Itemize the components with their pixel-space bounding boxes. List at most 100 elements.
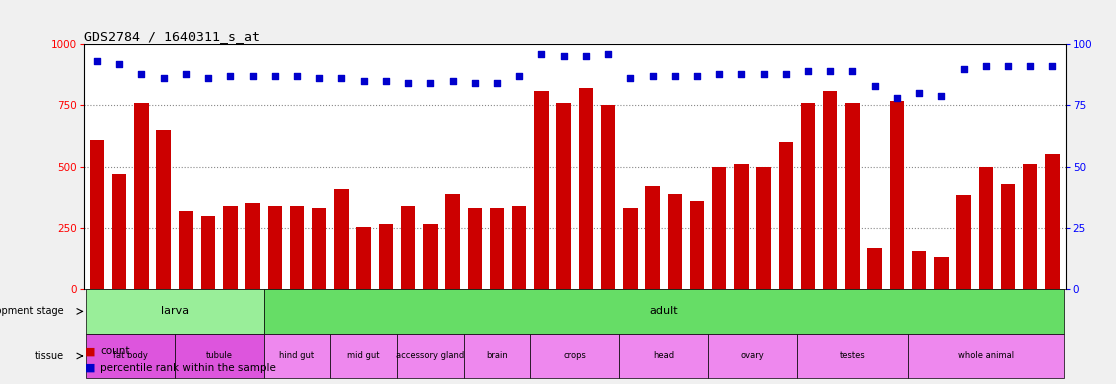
Bar bbox=[708, 334, 797, 378]
Bar bbox=[801, 103, 816, 289]
Text: fat body: fat body bbox=[113, 351, 147, 361]
Text: tissue: tissue bbox=[35, 351, 64, 361]
Bar bbox=[378, 224, 393, 289]
Bar bbox=[979, 167, 993, 289]
Text: ■: ■ bbox=[85, 363, 95, 373]
Bar bbox=[112, 174, 126, 289]
Bar bbox=[690, 201, 704, 289]
Point bbox=[710, 71, 728, 77]
Point bbox=[333, 75, 350, 81]
Bar bbox=[757, 167, 771, 289]
Bar bbox=[330, 334, 397, 378]
Point bbox=[911, 90, 929, 96]
Bar bbox=[263, 334, 330, 378]
Point bbox=[1021, 63, 1039, 69]
Bar bbox=[712, 167, 727, 289]
Bar bbox=[134, 103, 148, 289]
Bar bbox=[246, 204, 260, 289]
Point bbox=[510, 73, 528, 79]
Point bbox=[976, 63, 994, 69]
Bar bbox=[201, 216, 215, 289]
Text: tubule: tubule bbox=[205, 351, 233, 361]
Bar bbox=[89, 140, 104, 289]
Bar bbox=[334, 189, 348, 289]
Point bbox=[666, 73, 684, 79]
Point bbox=[866, 83, 884, 89]
Point bbox=[999, 63, 1017, 69]
Point bbox=[443, 78, 461, 84]
Bar bbox=[156, 130, 171, 289]
Bar bbox=[578, 88, 593, 289]
Point bbox=[599, 51, 617, 57]
Text: testes: testes bbox=[839, 351, 865, 361]
Point bbox=[821, 68, 839, 74]
Bar bbox=[468, 208, 482, 289]
Bar bbox=[356, 227, 371, 289]
Point bbox=[488, 80, 506, 86]
Point bbox=[155, 75, 173, 81]
Bar bbox=[557, 103, 571, 289]
Point bbox=[177, 71, 195, 77]
Point bbox=[799, 68, 817, 74]
Point bbox=[777, 71, 795, 77]
Bar bbox=[397, 334, 463, 378]
Text: larva: larva bbox=[161, 306, 189, 316]
Bar bbox=[530, 334, 619, 378]
Bar bbox=[1023, 164, 1038, 289]
Bar bbox=[490, 208, 504, 289]
Text: GDS2784 / 1640311_s_at: GDS2784 / 1640311_s_at bbox=[84, 30, 260, 43]
Bar bbox=[263, 289, 1064, 334]
Bar bbox=[619, 334, 708, 378]
Text: whole animal: whole animal bbox=[958, 351, 1013, 361]
Bar bbox=[867, 248, 882, 289]
Point bbox=[622, 75, 639, 81]
Point bbox=[243, 73, 261, 79]
Point bbox=[933, 93, 951, 99]
Point bbox=[199, 75, 217, 81]
Text: head: head bbox=[653, 351, 674, 361]
Bar bbox=[175, 334, 263, 378]
Bar bbox=[86, 334, 175, 378]
Bar bbox=[822, 91, 837, 289]
Text: ovary: ovary bbox=[741, 351, 764, 361]
Text: hind gut: hind gut bbox=[279, 351, 315, 361]
Point bbox=[844, 68, 862, 74]
Bar bbox=[600, 105, 615, 289]
Point bbox=[689, 73, 706, 79]
Point bbox=[266, 73, 283, 79]
Point bbox=[644, 73, 662, 79]
Text: count: count bbox=[100, 346, 129, 356]
Bar bbox=[268, 206, 282, 289]
Point bbox=[221, 73, 239, 79]
Text: percentile rank within the sample: percentile rank within the sample bbox=[100, 363, 277, 373]
Bar bbox=[734, 164, 749, 289]
Bar bbox=[645, 186, 660, 289]
Bar bbox=[934, 257, 949, 289]
Point bbox=[465, 80, 483, 86]
Point bbox=[110, 61, 128, 67]
Text: mid gut: mid gut bbox=[347, 351, 379, 361]
Bar bbox=[86, 289, 263, 334]
Point bbox=[377, 78, 395, 84]
Bar bbox=[623, 208, 637, 289]
Text: development stage: development stage bbox=[0, 306, 64, 316]
Bar bbox=[179, 211, 193, 289]
Bar bbox=[912, 251, 926, 289]
Bar bbox=[535, 91, 549, 289]
Bar bbox=[908, 334, 1064, 378]
Bar bbox=[845, 103, 859, 289]
Bar bbox=[779, 142, 793, 289]
Point bbox=[754, 71, 772, 77]
Point bbox=[1043, 63, 1061, 69]
Bar bbox=[512, 206, 527, 289]
Point bbox=[954, 66, 972, 72]
Bar bbox=[667, 194, 682, 289]
Bar bbox=[797, 334, 908, 378]
Point bbox=[577, 53, 595, 60]
Point bbox=[888, 95, 906, 101]
Point bbox=[310, 75, 328, 81]
Bar bbox=[445, 194, 460, 289]
Text: accessory gland: accessory gland bbox=[396, 351, 464, 361]
Bar bbox=[889, 101, 904, 289]
Bar bbox=[223, 206, 238, 289]
